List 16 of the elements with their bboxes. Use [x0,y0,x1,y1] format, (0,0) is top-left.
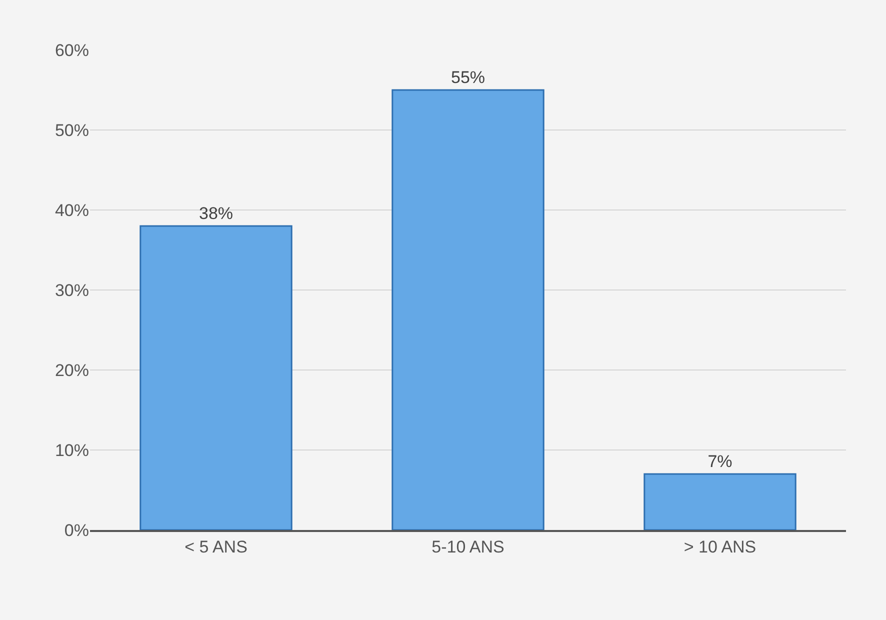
x-tick-label: < 5 ANS [184,537,248,556]
y-tick-label: 10% [54,440,89,460]
data-label: 38% [198,204,234,223]
y-tick-label: 60% [54,40,89,60]
bar [392,89,544,530]
bar [644,473,796,530]
data-label: 7% [708,452,732,471]
y-tick-label: 40% [54,200,89,220]
y-tick-label: 0% [64,520,89,540]
x-tick-label: > 10 ANS [684,537,756,556]
y-tick-label: 20% [54,360,89,380]
x-tick-label: 5-10 ANS [432,537,504,556]
data-label: 55% [450,68,486,87]
y-tick-label: 30% [54,280,89,300]
bar [140,225,292,530]
y-tick-label: 50% [54,120,89,140]
